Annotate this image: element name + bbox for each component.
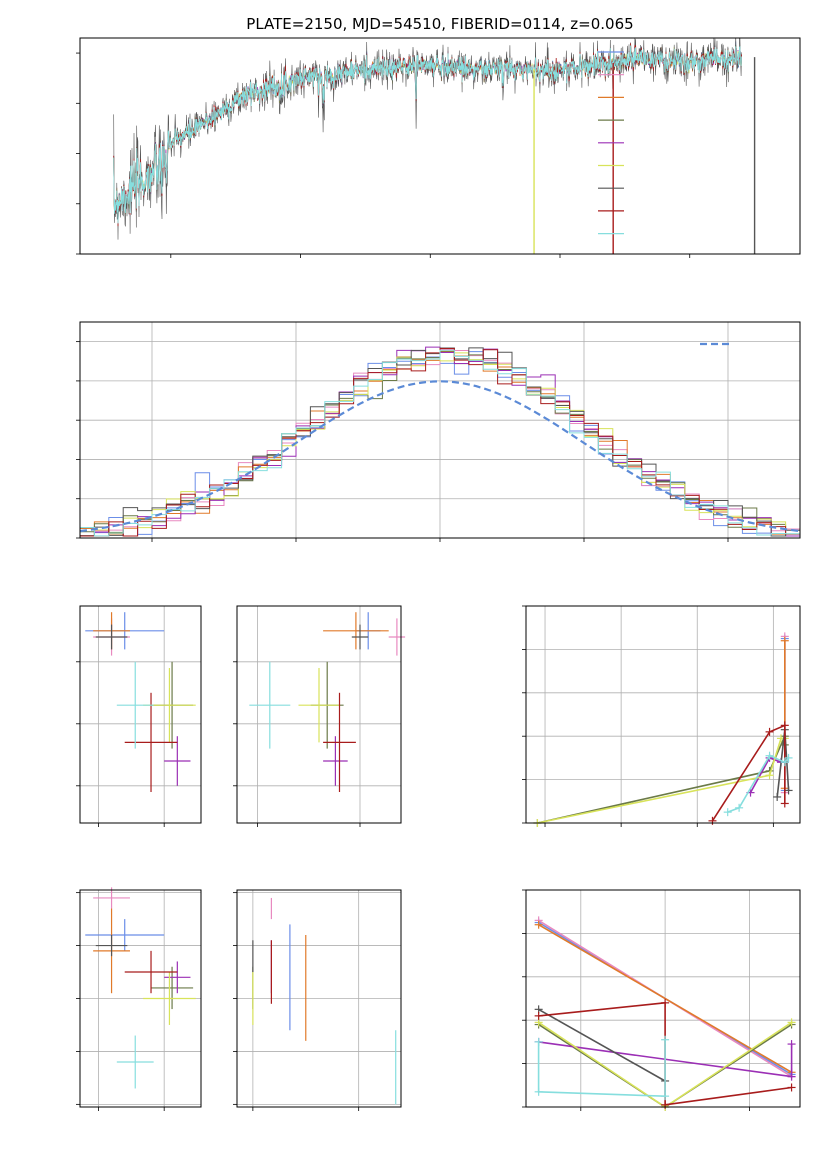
- weight-line-kroupa_elodie: [537, 737, 785, 824]
- histogram-kroupa_stelib: [79, 349, 801, 538]
- weight-vs-age-panel: [522, 605, 801, 827]
- spectrum-panel: [76, 37, 801, 258]
- age-vs-metallicity-panel: [76, 605, 202, 827]
- error-bars: [252, 897, 397, 1105]
- error-bars: [85, 887, 196, 1089]
- weight-line-kroupa_miles: [538, 924, 793, 1073]
- plot-frame: [525, 605, 801, 824]
- residuals-panel: [76, 321, 801, 542]
- weight-lines: [534, 916, 796, 1111]
- mass-vs-metallicity-panel: [76, 887, 202, 1111]
- weight-line-chabrier_stelib: [538, 1008, 666, 1082]
- weight-lines: [533, 632, 793, 827]
- weight-line-kroupa_stelib: [537, 1039, 666, 1098]
- plot-frame: [236, 605, 402, 824]
- plot-frame: [236, 889, 402, 1108]
- gaussian-curve: [79, 380, 801, 533]
- weight-line-salpeter_stelib: [711, 724, 786, 822]
- spectrum-line-kroupa_stelib: [113, 45, 742, 224]
- error-bars: [85, 612, 196, 792]
- plot-frame: [525, 889, 801, 1108]
- plot-frame: [79, 605, 202, 824]
- plot-frame: [79, 889, 202, 1108]
- error-bars: [249, 612, 406, 792]
- weight-line-chabrier_stelib: [776, 729, 790, 798]
- plot-frame: [79, 321, 801, 539]
- legend: [598, 51, 624, 235]
- figure-title: PLATE=2150, MJD=54510, FIBERID=0114, z=0…: [246, 15, 633, 33]
- mass-vs-ebv-panel: [233, 889, 402, 1111]
- age-vs-mass-panel: [233, 605, 406, 827]
- plot-frame: [79, 37, 801, 255]
- spectra: [113, 38, 756, 254]
- histograms: [79, 346, 801, 538]
- weight-vs-metallicity-panel: [522, 889, 801, 1111]
